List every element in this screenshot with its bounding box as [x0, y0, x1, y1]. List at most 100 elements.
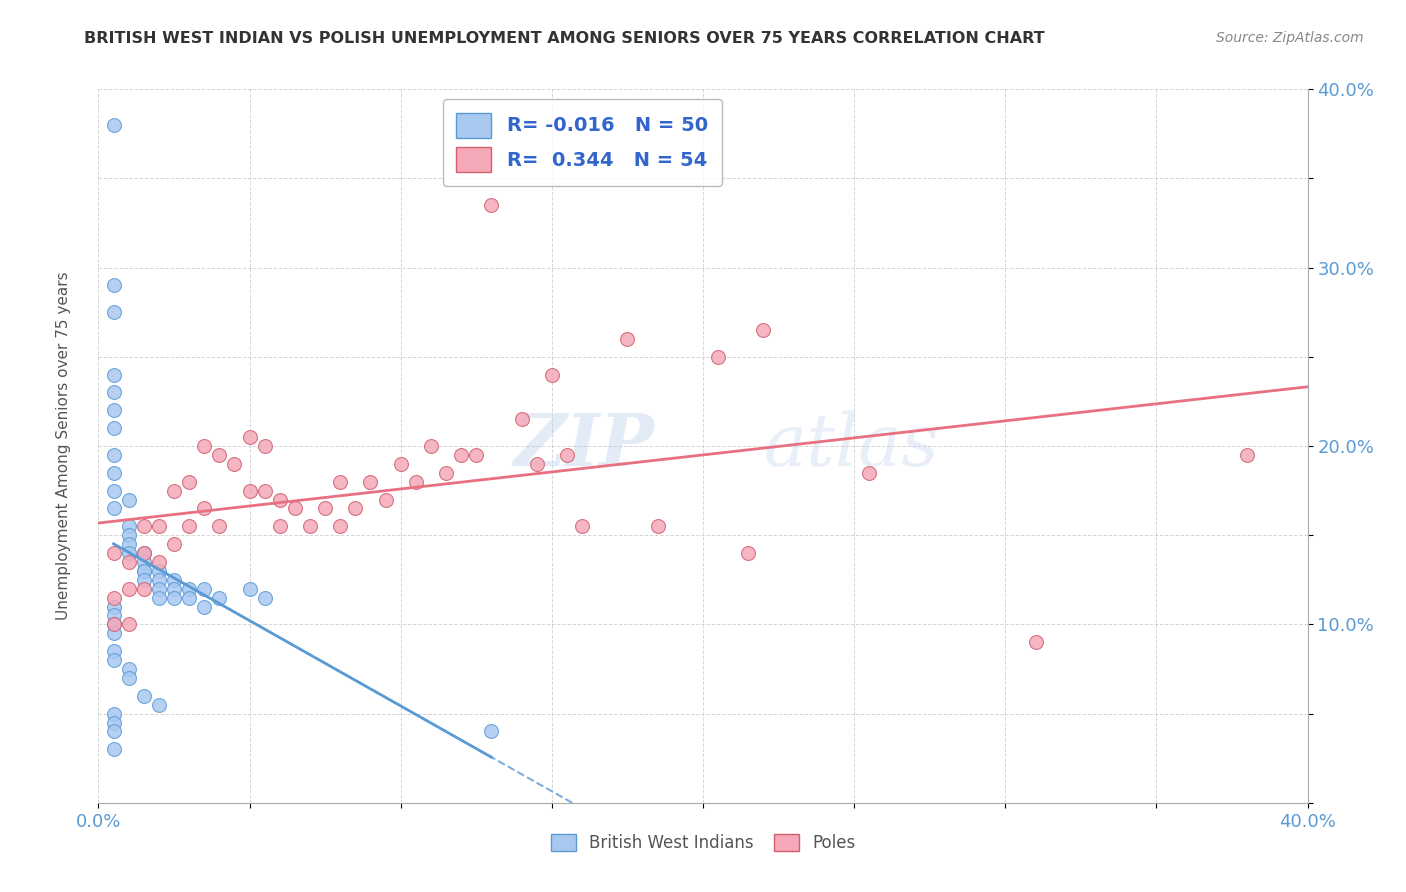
Point — [118, 528, 141, 542]
Point — [284, 501, 307, 516]
Point — [132, 564, 155, 578]
Point — [132, 573, 155, 587]
Point — [103, 501, 125, 516]
Point — [329, 519, 352, 533]
Text: Source: ZipAtlas.com: Source: ZipAtlas.com — [1216, 31, 1364, 45]
Point — [103, 608, 125, 623]
Point — [269, 519, 291, 533]
Point — [239, 483, 262, 498]
Point — [360, 475, 382, 489]
Point — [253, 591, 276, 605]
Legend: British West Indians, Poles: British West Indians, Poles — [544, 827, 862, 859]
Point — [132, 555, 155, 569]
Point — [253, 483, 276, 498]
Text: ZIP: ZIP — [513, 410, 655, 482]
Point — [707, 350, 730, 364]
Point — [465, 448, 488, 462]
Point — [132, 546, 155, 560]
Point — [481, 198, 503, 212]
Point — [103, 385, 125, 400]
Point — [1236, 448, 1258, 462]
Point — [647, 519, 669, 533]
Point — [118, 519, 141, 533]
Point — [208, 519, 231, 533]
Point — [118, 671, 141, 685]
Point — [555, 448, 578, 462]
Point — [103, 305, 125, 319]
Point — [752, 323, 775, 337]
Point — [299, 519, 322, 533]
Point — [148, 591, 170, 605]
Point — [132, 564, 155, 578]
Point — [103, 715, 125, 730]
Point — [239, 430, 262, 444]
Point — [420, 439, 443, 453]
Point — [118, 662, 141, 676]
Point — [163, 591, 186, 605]
Point — [163, 537, 186, 551]
Point — [103, 118, 125, 132]
Point — [450, 448, 472, 462]
Point — [118, 537, 141, 551]
Point — [1024, 635, 1046, 649]
Point — [481, 724, 503, 739]
Point — [329, 475, 352, 489]
Point — [148, 698, 170, 712]
Point — [193, 439, 215, 453]
Point — [239, 582, 262, 596]
Point — [118, 546, 141, 560]
Point — [148, 555, 170, 569]
Text: BRITISH WEST INDIAN VS POLISH UNEMPLOYMENT AMONG SENIORS OVER 75 YEARS CORRELATI: BRITISH WEST INDIAN VS POLISH UNEMPLOYME… — [84, 31, 1045, 46]
Point — [118, 582, 141, 596]
Point — [858, 466, 880, 480]
Point — [103, 617, 125, 632]
Point — [148, 519, 170, 533]
Point — [571, 519, 593, 533]
Point — [103, 448, 125, 462]
Point — [208, 591, 231, 605]
Point — [132, 689, 155, 703]
Point — [103, 599, 125, 614]
Point — [389, 457, 412, 471]
Point — [163, 573, 186, 587]
Point — [103, 483, 125, 498]
Point — [163, 483, 186, 498]
Point — [118, 617, 141, 632]
Point — [616, 332, 638, 346]
Point — [148, 573, 170, 587]
Point — [374, 492, 396, 507]
Point — [132, 582, 155, 596]
Point — [526, 457, 548, 471]
Point — [103, 368, 125, 382]
Point — [737, 546, 759, 560]
Point — [103, 742, 125, 756]
Point — [540, 368, 562, 382]
Point — [253, 439, 276, 453]
Point — [103, 617, 125, 632]
Point — [193, 582, 215, 596]
Text: atlas: atlas — [763, 410, 939, 482]
Point — [179, 591, 201, 605]
Point — [163, 582, 186, 596]
Point — [208, 448, 231, 462]
Point — [224, 457, 246, 471]
Point — [103, 278, 125, 293]
Point — [103, 626, 125, 640]
Point — [179, 475, 201, 489]
Point — [103, 466, 125, 480]
Point — [103, 546, 125, 560]
Point — [103, 421, 125, 435]
Point — [103, 706, 125, 721]
Point — [103, 653, 125, 667]
Point — [179, 582, 201, 596]
Point — [434, 466, 457, 480]
Point — [314, 501, 336, 516]
Point — [193, 599, 215, 614]
Point — [405, 475, 427, 489]
Point — [118, 492, 141, 507]
Point — [103, 591, 125, 605]
Point — [269, 492, 291, 507]
Point — [103, 403, 125, 417]
Point — [132, 546, 155, 560]
Point — [148, 582, 170, 596]
